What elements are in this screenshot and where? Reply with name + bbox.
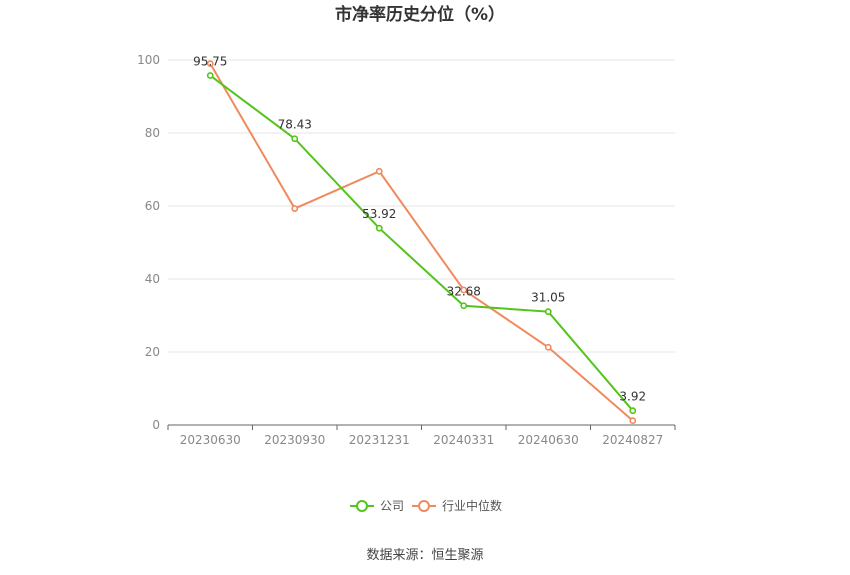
- source-note: 数据来源：恒生聚源: [366, 548, 483, 563]
- data-label: 95.75: [193, 55, 227, 69]
- series-layer: [206, 60, 637, 425]
- series-line: [209, 74, 634, 412]
- data-point: [206, 72, 214, 79]
- y-tick-label: 100: [137, 53, 160, 67]
- chart-title: 市净率历史分位（%）: [335, 4, 505, 25]
- y-tick-label: 20: [145, 345, 160, 359]
- legend-item[interactable]: 公司: [350, 499, 404, 513]
- data-point: [291, 135, 299, 143]
- data-label: 53.92: [362, 207, 396, 221]
- x-tick-label: 20240827: [602, 433, 663, 447]
- y-tick-label: 60: [145, 199, 160, 213]
- grid-lines: [168, 59, 675, 353]
- x-tick-label: 20231231: [349, 433, 410, 447]
- data-point: [460, 302, 468, 310]
- x-tick-label: 20230630: [180, 433, 241, 447]
- data-point: [629, 417, 637, 425]
- y-tick-label: 0: [152, 418, 160, 432]
- x-tick-label: 20230930: [264, 433, 325, 447]
- data-label: 3.92: [619, 390, 646, 404]
- y-tick-label: 40: [145, 272, 160, 286]
- x-tick-label: 20240630: [518, 433, 579, 447]
- legend-label: 公司: [380, 499, 404, 513]
- data-point: [291, 205, 299, 212]
- legend-label: 行业中位数: [442, 498, 502, 513]
- data-point: [544, 308, 552, 316]
- data-labels: 95.75 78.43 53.92 32.68 31.05 3.92: [193, 55, 646, 404]
- series-line: [209, 63, 634, 422]
- y-tick-label: 80: [145, 126, 160, 140]
- data-label: 78.43: [278, 118, 312, 132]
- data-label: 31.05: [531, 291, 565, 305]
- x-axis: 20230630 20230930 20231231 20240331 20240630…: [167, 424, 676, 447]
- data-point: [629, 407, 637, 415]
- y-axis: 0 20 40 60 80 100: [137, 53, 160, 432]
- data-point: [206, 60, 214, 68]
- x-tick-label: 20240331: [433, 433, 494, 447]
- legend[interactable]: 公司 行业中位数: [350, 498, 502, 513]
- data-point: [375, 224, 383, 232]
- legend-item[interactable]: 行业中位数: [412, 498, 502, 513]
- data-point: [375, 167, 383, 175]
- data-label: 32.68: [447, 285, 481, 299]
- data-point: [544, 343, 552, 351]
- legend-marker: [418, 500, 430, 512]
- data-point: [460, 286, 468, 294]
- legend-marker: [356, 500, 368, 512]
